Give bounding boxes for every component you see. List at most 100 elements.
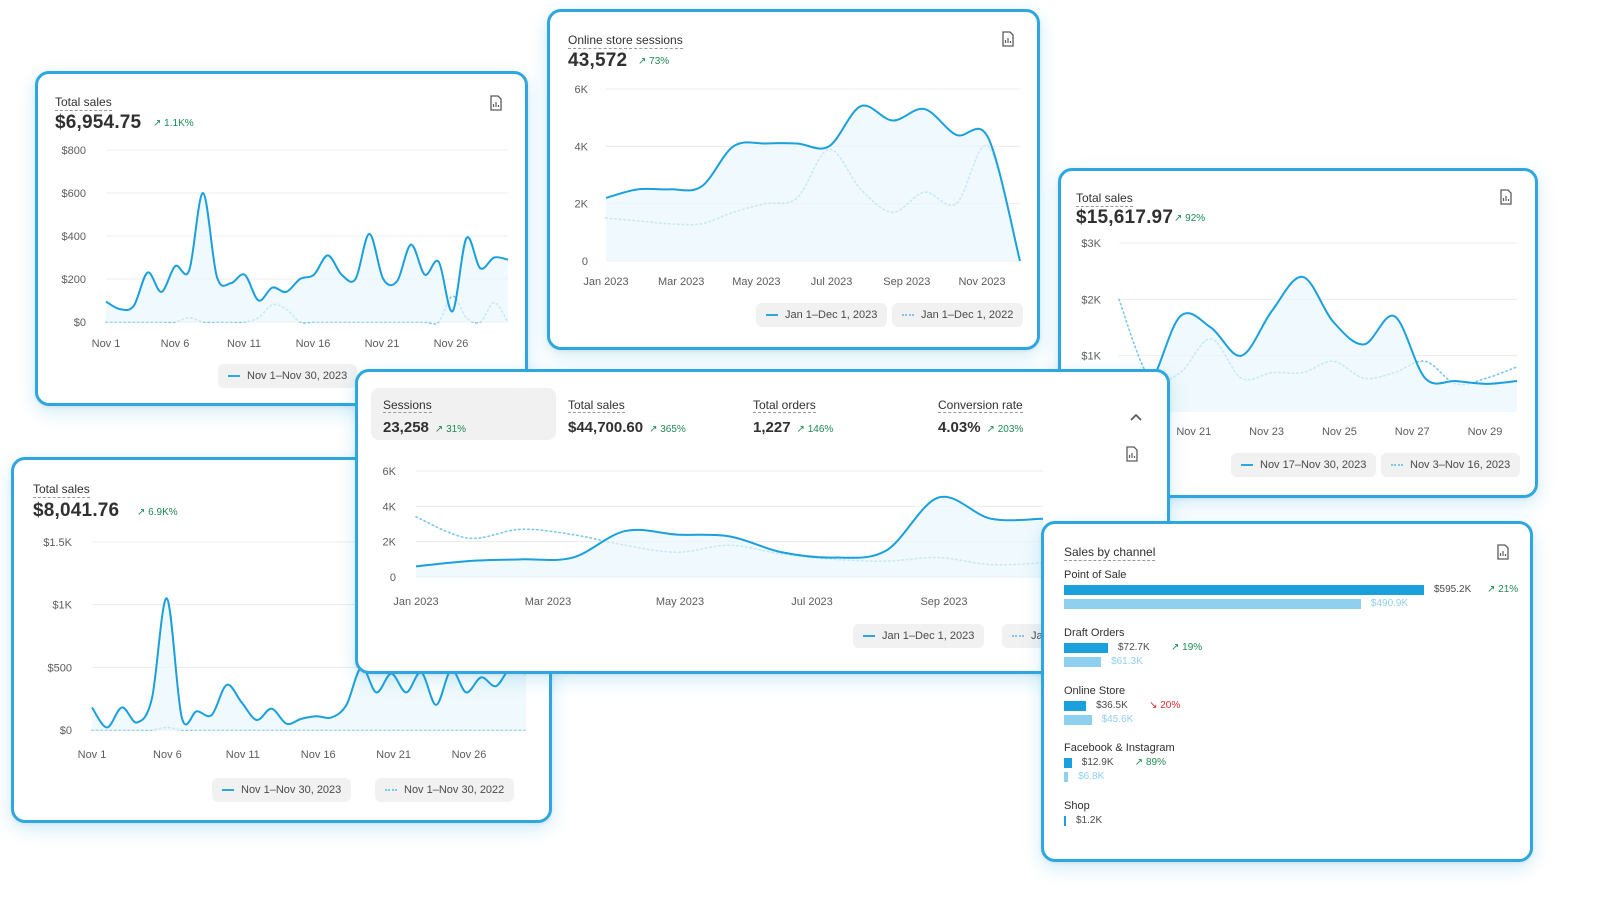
channel-value-current: $72.7K <box>1117 642 1150 653</box>
y-tick-label: $0 <box>74 317 86 329</box>
chart-legend-previous[interactable]: Nov 1–Nov 30, 2022 <box>375 778 515 802</box>
trend-up-icon: ↗ <box>1174 213 1183 224</box>
tab-delta: ↗ 365% <box>649 424 686 435</box>
chart-area: 0 2K 4K 6K Jan 2023 Mar 2023 May 2023 Jul 2023 S… <box>383 466 1044 608</box>
export-report-icon[interactable] <box>489 95 503 111</box>
x-tick-label: Nov 29 <box>1468 426 1503 438</box>
x-tick-label: Nov 27 <box>1395 426 1430 438</box>
tab-delta-value: 203% <box>997 424 1024 435</box>
card-title[interactable]: Online store sessions <box>568 33 683 49</box>
card-value: $15,617.97 <box>1076 207 1174 228</box>
chart-legend[interactable]: Nov 1–Nov 30, 2023 <box>218 364 358 388</box>
channel-bar-current[interactable] <box>1064 585 1424 595</box>
x-tick-label: Nov 23 <box>1249 426 1284 438</box>
x-tick-label: Nov 1 <box>78 749 107 761</box>
y-tick-label: 6K <box>383 466 397 478</box>
x-tick-label: Nov 11 <box>227 338 261 350</box>
legend-label: Jan 1–Dec 1, 2023 <box>882 630 975 642</box>
x-tick-label: May 2023 <box>732 276 780 288</box>
tab-sessions[interactable]: Sessions 23,258 ↗ 31% <box>371 388 556 440</box>
tab-conversion-rate[interactable]: Conversion rate 4.03% ↗ 203% <box>926 388 1111 440</box>
y-tick-label: $500 <box>48 662 72 674</box>
tab-delta-value: 146% <box>807 424 834 435</box>
y-tick-label: 0 <box>582 256 588 268</box>
channel-bar-current[interactable] <box>1064 701 1087 711</box>
channel-bar-previous[interactable] <box>1064 715 1092 725</box>
channel-bar-previous[interactable] <box>1064 599 1361 609</box>
y-tick-label: 6K <box>575 84 589 96</box>
x-tick-label: Nov 16 <box>296 338 331 350</box>
tab-delta-value: 31% <box>446 424 467 435</box>
x-tick-label: Nov 21 <box>365 338 400 350</box>
chart-legend-current[interactable]: Jan 1–Dec 1, 2023 <box>853 624 985 648</box>
channel-bar-current[interactable] <box>1064 816 1066 826</box>
card-title[interactable]: Total sales <box>1076 191 1133 207</box>
channel-bar-previous[interactable] <box>1064 772 1069 782</box>
card-title[interactable]: Sales by channel <box>1064 545 1156 561</box>
channel-label: Shop <box>1064 800 1090 812</box>
export-report-icon[interactable] <box>1496 544 1510 560</box>
export-report-icon[interactable] <box>1499 189 1513 205</box>
channel-value-current: $595.2K <box>1434 584 1472 595</box>
trend-up-icon: ↗ <box>986 424 995 435</box>
y-tick-label: 4K <box>383 501 397 513</box>
y-tick-label: $3K <box>1081 238 1101 250</box>
x-tick-label: Nov 6 <box>161 338 190 350</box>
channel-label: Facebook & Instagram <box>1064 742 1175 754</box>
series-line-current <box>1118 275 1518 392</box>
channel-bar-current[interactable] <box>1064 758 1072 768</box>
channel-value-previous: $61.3K <box>1111 656 1143 667</box>
y-tick-label: $800 <box>62 145 86 157</box>
trend-up-icon: ↗ <box>434 424 444 435</box>
channel-value-current: $36.5K <box>1096 700 1128 711</box>
collapse-chevron-up-icon[interactable] <box>1130 413 1142 421</box>
series-area-fill <box>106 192 508 322</box>
x-tick-label: Nov 16 <box>301 749 336 761</box>
channel-bar-current[interactable] <box>1064 643 1108 653</box>
tab-total-sales[interactable]: Total sales $44,700.60 ↗ 365% <box>556 388 741 440</box>
y-tick-label: 4K <box>575 141 589 153</box>
chart-legend-current[interactable]: Nov 1–Nov 30, 2023 <box>212 778 352 802</box>
card-title[interactable]: Total sales <box>33 482 90 498</box>
card-delta-value: 73% <box>649 56 670 67</box>
trend-up-icon: ↗ <box>638 56 647 67</box>
channel-bar-previous[interactable] <box>1064 657 1102 667</box>
x-tick-label: Nov 11 <box>226 749 260 761</box>
chart-legend-current[interactable]: Nov 17–Nov 30, 2023 <box>1231 453 1377 477</box>
chart-legend-previous[interactable]: Nov 3–Nov 16, 2023 <box>1381 453 1521 477</box>
x-tick-label: Jul 2023 <box>791 596 833 608</box>
channel-value-previous: $6.8K <box>1078 771 1105 782</box>
card-value: $6,954.75 <box>55 112 142 133</box>
tab-total-orders[interactable]: Total orders 1,227 ↗ 146% <box>741 388 926 440</box>
trend-up-icon: ↗ <box>153 118 162 129</box>
x-tick-label: Nov 26 <box>434 338 469 350</box>
series-area-fill <box>1119 276 1517 412</box>
channel-delta: ↗ 21% <box>1487 584 1519 595</box>
x-tick-label: Nov 21 <box>1176 426 1211 438</box>
legend-label: Nov 3–Nov 16, 2023 <box>1410 459 1511 471</box>
card-delta-value: 6.9K% <box>148 507 178 518</box>
legend-line-icon <box>863 635 875 637</box>
y-tick-label: $0 <box>60 725 72 737</box>
channel-label: Point of Sale <box>1064 569 1127 581</box>
x-tick-label: Mar 2023 <box>525 596 571 608</box>
export-report-icon[interactable] <box>1125 446 1139 462</box>
tab-label: Total sales <box>568 398 625 413</box>
chart-legend-current[interactable]: Jan 1–Dec 1, 2023 <box>756 303 888 327</box>
legend-label: Ja <box>1031 630 1043 642</box>
tab-delta: ↗ 203% <box>987 424 1024 435</box>
x-tick-label: Sep 2023 <box>920 596 967 608</box>
tab-value: 4.03% <box>938 419 981 436</box>
x-tick-label: Nov 6 <box>153 749 182 761</box>
card-delta: ↗ 92% <box>1174 213 1205 224</box>
y-tick-label: $600 <box>62 188 86 200</box>
legend-line-icon <box>222 789 234 791</box>
card-online-store-sessions: Online store sessions 43,572 ↗ 73% 0 2K 4K… <box>547 9 1040 350</box>
chart-legend-previous[interactable]: Jan 1–Dec 1, 2022 <box>892 303 1024 327</box>
y-tick-label: $1.5K <box>43 537 72 549</box>
export-report-icon[interactable] <box>1001 31 1015 47</box>
card-title[interactable]: Total sales <box>55 95 112 111</box>
series-area-fill <box>606 105 1020 262</box>
x-tick-label: Nov 1 <box>92 338 121 350</box>
trend-up-icon: ↗ <box>796 424 805 435</box>
